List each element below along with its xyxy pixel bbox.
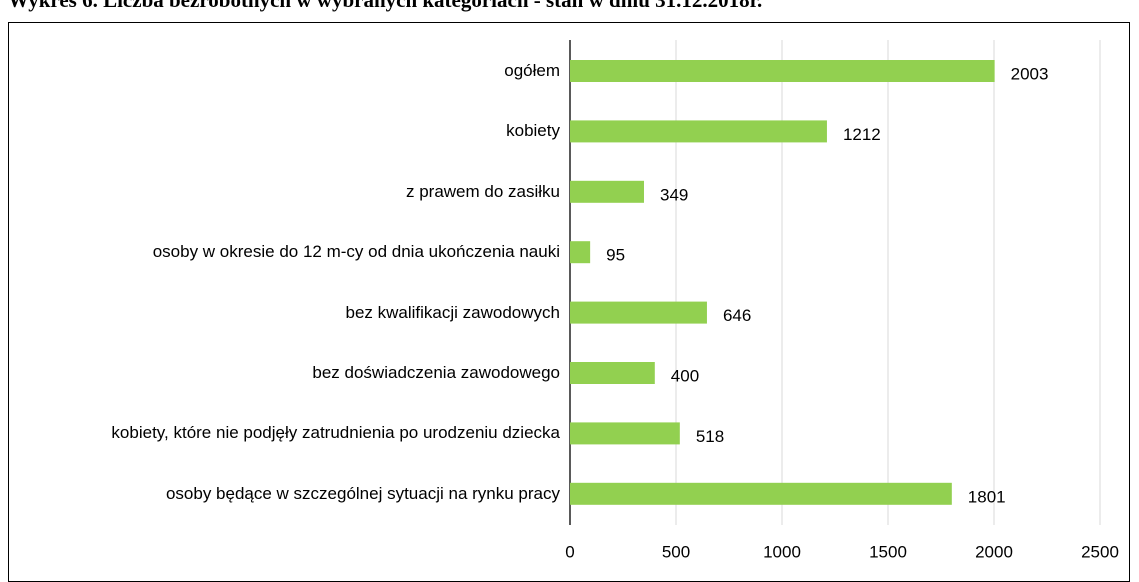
y-tick-label-box: kobiety, które nie podjęły zatrudnienia … bbox=[10, 403, 560, 463]
x-tick-label: 1000 bbox=[763, 542, 801, 561]
y-tick-label-box: osoby w okresie do 12 m-cy od dnia ukońc… bbox=[10, 222, 560, 282]
x-tick-label: 2000 bbox=[975, 542, 1013, 561]
value-label: 2003 bbox=[1011, 64, 1049, 83]
y-tick-label: kobiety, które nie podjęły zatrudnienia … bbox=[111, 423, 560, 443]
bar bbox=[570, 422, 680, 445]
value-label: 518 bbox=[696, 427, 724, 446]
value-label: 400 bbox=[671, 366, 699, 385]
bar bbox=[570, 60, 995, 82]
value-label: 1212 bbox=[843, 125, 881, 144]
y-tick-label: ogółem bbox=[504, 61, 560, 80]
y-tick-label: z prawem do zasiłku bbox=[405, 181, 560, 201]
y-tick-label-box: z prawem do zasiłku bbox=[10, 162, 560, 222]
y-tick-label-box: bez doświadczenia zawodowego bbox=[10, 343, 560, 403]
x-tick-label: 0 bbox=[565, 542, 574, 561]
bar bbox=[570, 362, 655, 384]
y-tick-label: bez doświadczenia zawodowego bbox=[312, 363, 560, 382]
value-label: 1801 bbox=[968, 487, 1006, 506]
y-tick-label-box: kobiety bbox=[10, 101, 560, 161]
y-tick-label-box: osoby będące w szczególnej sytuacji na r… bbox=[10, 464, 560, 524]
bar bbox=[570, 180, 644, 203]
x-tick-label: 500 bbox=[662, 542, 690, 561]
y-tick-label: osoby w okresie do 12 m-cy od dnia ukońc… bbox=[152, 242, 560, 262]
y-tick-label: osoby będące w szczególnej sytuacji na r… bbox=[165, 483, 560, 503]
bar bbox=[570, 301, 707, 324]
y-tick-label: bez kwalifikacji zawodowych bbox=[345, 302, 560, 322]
y-tick-label-box: ogółem bbox=[10, 41, 560, 101]
value-label: 646 bbox=[723, 306, 751, 325]
y-tick-label-box: bez kwalifikacji zawodowych bbox=[10, 283, 560, 343]
value-label: 349 bbox=[660, 185, 688, 204]
chart-title: Wykres 6. Liczba bezrobotnych w wybranyc… bbox=[8, 0, 763, 12]
bar bbox=[570, 120, 827, 143]
y-tick-label: kobiety bbox=[506, 121, 560, 141]
x-tick-label: 1500 bbox=[869, 542, 907, 561]
bar bbox=[570, 482, 952, 505]
value-label: 95 bbox=[606, 246, 625, 265]
bar bbox=[570, 241, 591, 264]
x-tick-label: 2500 bbox=[1081, 542, 1119, 561]
